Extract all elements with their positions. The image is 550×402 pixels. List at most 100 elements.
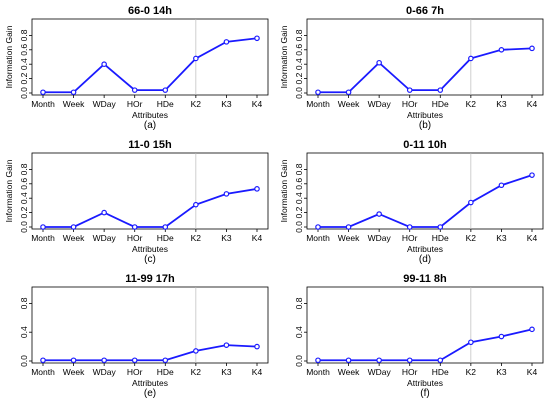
data-point	[131, 357, 138, 364]
data-point	[101, 209, 107, 216]
y-tick-label: 0.4	[294, 192, 304, 204]
data-point	[376, 59, 382, 66]
x-tick-label: Month	[31, 233, 55, 243]
data-point	[131, 87, 138, 93]
chart-panel-b: 0-66 7h 0.0 0.2 0.4 0.6 0.8 Month Week WDay HOr HD…	[275, 0, 550, 134]
plot-frame	[306, 152, 544, 230]
data-point	[131, 224, 138, 230]
x-tick-label: HOr	[402, 367, 418, 377]
data-point	[101, 357, 107, 364]
series-line	[318, 328, 533, 362]
x-tick-label: HOr	[402, 233, 418, 243]
data-point	[70, 357, 77, 364]
data-point	[70, 89, 77, 96]
x-tick-label: K3	[221, 99, 232, 109]
data-point	[345, 357, 352, 364]
data-point	[162, 224, 169, 230]
series-line	[43, 344, 258, 362]
data-point	[406, 87, 413, 93]
data-point	[468, 199, 474, 206]
y-tick-label: 0.0	[294, 221, 304, 233]
data-point	[529, 45, 535, 52]
x-tick-label: K2	[466, 367, 477, 377]
data-point	[437, 87, 444, 93]
x-tick-label: K3	[496, 233, 507, 243]
plot-frame	[31, 286, 269, 364]
y-tick-label: 0.8	[294, 297, 304, 309]
data-point	[223, 39, 230, 45]
y-tick-label: 0.0	[19, 355, 29, 367]
data-point	[70, 224, 77, 230]
series-line	[318, 174, 533, 228]
x-tick-label: HDe	[157, 367, 174, 377]
data-point	[254, 35, 260, 42]
data-point	[376, 211, 382, 217]
x-tick-label: K4	[252, 367, 263, 377]
data-point	[406, 224, 413, 230]
subfigure-label: (c)	[144, 254, 156, 265]
chart-title: 99-11 8h	[403, 273, 447, 285]
data-point	[315, 89, 321, 96]
data-point	[254, 186, 260, 192]
chart-title: 0-11 10h	[403, 139, 447, 151]
chart-panel-d: 0-11 10h 0.0 0.2 0.4 0.6 0.8 Month Week WDay HOr H…	[275, 134, 550, 268]
x-tick-label: WDay	[93, 99, 117, 109]
data-point	[315, 224, 321, 230]
x-tick-label: K3	[221, 367, 232, 377]
x-tick-label: HDe	[432, 233, 449, 243]
y-tick-label: 0.8	[19, 297, 29, 309]
x-tick-label: Month	[306, 99, 330, 109]
chart-title: 11-99 17h	[125, 273, 175, 285]
y-axis-label: Information Gain	[4, 159, 14, 222]
y-tick-label: 0.2	[19, 206, 29, 218]
chart-svg: 99-11 8h 0.0 0.4 0.8 Month Week WDay HOr HDe K2 K3…	[294, 273, 544, 399]
data-point	[40, 357, 46, 364]
chart-panel-e: 11-99 17h 0.0 0.4 0.8 Month Week WDay HOr HDe K2 K…	[0, 268, 275, 402]
data-point	[406, 357, 413, 364]
x-tick-label: K3	[496, 99, 507, 109]
x-tick-label: HDe	[157, 99, 174, 109]
x-tick-label: K4	[252, 99, 263, 109]
x-tick-label: K4	[527, 233, 538, 243]
chart-svg: 0-11 10h 0.0 0.2 0.4 0.6 0.8 Month Week WDay HOr H…	[279, 139, 544, 265]
x-tick-label: WDay	[368, 367, 392, 377]
x-tick-label: Month	[306, 233, 330, 243]
plot-frame	[306, 286, 544, 364]
y-tick-label: 0.0	[19, 87, 29, 99]
subfigure-label: (e)	[144, 388, 156, 399]
data-point	[345, 89, 352, 96]
x-tick-label: HOr	[127, 233, 143, 243]
x-tick-label: WDay	[368, 233, 392, 243]
y-tick-label: 0.6	[294, 178, 304, 190]
data-point	[193, 55, 199, 62]
y-tick-label: 0.0	[19, 221, 29, 233]
x-axis-label: Attributes	[132, 110, 168, 120]
subfigure-label: (a)	[144, 120, 156, 131]
x-tick-label: HOr	[127, 367, 143, 377]
subfigure-label: (d)	[419, 254, 431, 265]
x-tick-label: Week	[338, 233, 360, 243]
y-tick-label: 0.4	[19, 326, 29, 338]
y-tick-label: 0.2	[294, 72, 304, 84]
y-tick-label: 0.6	[19, 178, 29, 190]
y-axis-label: Information Gain	[4, 25, 14, 88]
y-tick-label: 0.4	[294, 326, 304, 338]
x-tick-label: K2	[191, 233, 202, 243]
y-axis-label: Information Gain	[279, 159, 289, 222]
chart-svg: 11-99 17h 0.0 0.4 0.8 Month Week WDay HOr HDe K2 K…	[19, 273, 269, 399]
data-point	[193, 348, 199, 354]
chart-panel-a: 66-0 14h 0.0 0.2 0.4 0.6 0.8 Month Week WDay HOr H…	[0, 0, 275, 134]
x-tick-label: Week	[63, 99, 85, 109]
data-point	[223, 191, 230, 197]
chart-title: 66-0 14h	[128, 5, 172, 17]
y-tick-label: 0.8	[19, 29, 29, 41]
x-tick-label: K4	[527, 367, 538, 377]
chart-title: 11-0 15h	[128, 139, 172, 151]
data-point	[529, 172, 535, 178]
y-tick-label: 0.6	[19, 44, 29, 56]
data-point	[529, 326, 535, 333]
data-point	[437, 357, 444, 364]
data-point	[162, 357, 169, 364]
chart-svg: 66-0 14h 0.0 0.2 0.4 0.6 0.8 Month Week WDay HOr H…	[4, 5, 269, 131]
data-point	[468, 339, 474, 346]
